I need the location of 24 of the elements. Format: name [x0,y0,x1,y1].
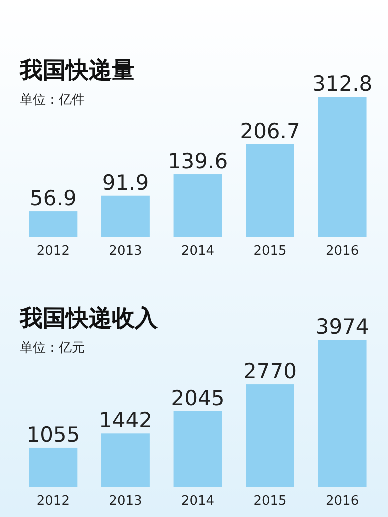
data-label: 2045 [171,386,225,410]
x-tick-label: 2012 [36,494,70,509]
x-tick-label: 2014 [181,244,215,259]
x-tick-label: 2015 [254,494,287,509]
x-tick-label: 2014 [181,494,215,509]
data-label: 2770 [244,360,298,384]
data-label: 206.7 [240,119,300,144]
chart-subtitle: 单位：亿件 [20,93,85,108]
chart-title: 我国快递收入 [19,306,159,332]
data-label: 3974 [316,315,370,339]
chart-subtitle: 单位：亿元 [20,341,85,356]
x-tick-label: 2013 [109,244,142,259]
data-label: 312.8 [312,72,373,96]
x-tick-label: 2016 [326,244,360,259]
data-label: 139.6 [168,150,228,174]
data-label: 1442 [98,408,152,433]
data-label: 56.9 [30,186,77,211]
x-tick-label: 2013 [109,494,142,509]
data-label: 91.9 [102,170,150,195]
x-tick-label: 2012 [36,244,70,259]
chart-title: 我国快递量 [19,58,135,84]
x-tick-label: 2015 [254,244,287,259]
data-label: 1055 [26,422,80,447]
x-tick-label: 2016 [326,494,360,509]
